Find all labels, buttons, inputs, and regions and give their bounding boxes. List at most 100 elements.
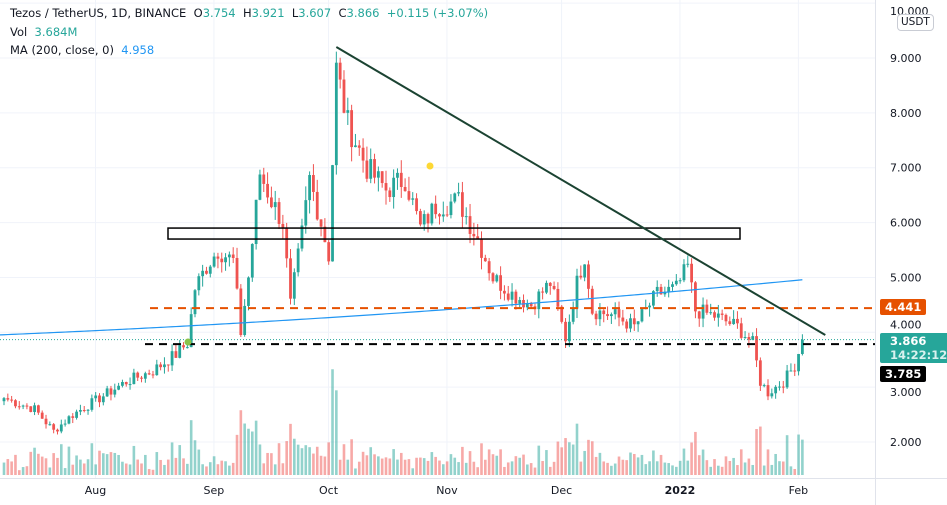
volume-bar: [529, 463, 533, 475]
volume-bar: [694, 431, 697, 475]
candle-body: [464, 216, 468, 218]
candle-body: [155, 364, 159, 376]
candle-body: [315, 191, 319, 220]
volume-bar: [751, 464, 755, 475]
volume-bar: [663, 462, 667, 475]
volume-bar: [510, 461, 514, 475]
volume-bar: [526, 464, 529, 475]
volume-bar: [518, 457, 521, 475]
volume-bar: [472, 461, 476, 475]
volume-bar: [289, 423, 292, 475]
volume-bar: [10, 461, 13, 475]
candle-body: [598, 310, 602, 320]
volume-bar: [2, 462, 6, 475]
candle-body: [182, 345, 185, 348]
volume-bar: [671, 465, 674, 475]
candle-body: [441, 214, 445, 217]
candle-body: [781, 386, 785, 388]
volume-bar: [346, 459, 350, 475]
candle-body: [422, 214, 426, 225]
candle-body: [185, 347, 189, 349]
candle-body: [445, 214, 449, 216]
candle-body: [231, 254, 235, 258]
volume-bar: [48, 467, 52, 475]
price-tick-label: 7.000: [890, 162, 922, 175]
volume-bar: [166, 459, 170, 475]
volume-bar: [797, 434, 800, 475]
candle-body: [281, 223, 285, 228]
volume-bar: [262, 463, 266, 475]
volume-bar: [629, 452, 632, 475]
candle-body: [109, 388, 113, 395]
candle-body: [709, 312, 713, 314]
volume-bar: [285, 441, 288, 475]
candle-body: [728, 321, 732, 325]
candle-body: [659, 286, 663, 295]
volume-bar: [373, 454, 376, 475]
candle-body: [606, 314, 609, 317]
candle-body: [90, 398, 94, 410]
volume-legend[interactable]: Vol 3.684M: [10, 25, 77, 39]
candle-body: [457, 192, 460, 194]
volume-bar: [522, 454, 525, 475]
candle-body: [292, 272, 296, 299]
volume-bar: [90, 443, 94, 475]
volume-bar: [163, 464, 166, 475]
volume-bar: [147, 469, 151, 475]
candle-body: [273, 202, 277, 208]
volume-bar: [357, 461, 361, 475]
candle-body: [686, 263, 690, 265]
candle-body: [724, 314, 728, 322]
date-tick-label: Nov: [436, 484, 458, 497]
candle-body: [82, 410, 86, 412]
volume-bar: [579, 461, 583, 475]
candle-body: [151, 374, 155, 376]
candle-body: [254, 199, 258, 245]
candle-body: [461, 192, 464, 217]
volume-bar: [29, 451, 33, 475]
volume-bar: [258, 444, 262, 475]
candle-body: [495, 275, 499, 282]
volume-bar: [713, 459, 716, 475]
candle-body: [224, 257, 227, 263]
candle-body: [743, 337, 747, 339]
volume-bar: [709, 466, 712, 475]
volume-bar: [220, 460, 224, 475]
volume-bar: [189, 420, 193, 475]
volume-bar: [545, 450, 548, 475]
candle-body: [376, 171, 380, 178]
volume-bar: [610, 465, 613, 475]
volume-bar: [682, 448, 686, 475]
candle-body: [613, 309, 617, 315]
candle-body: [396, 172, 399, 178]
low-label: L: [291, 6, 299, 20]
ma-legend[interactable]: MA (200, close, 0) 4.958: [10, 43, 154, 57]
candle-body: [716, 313, 720, 318]
volume-bar: [128, 464, 132, 475]
volume-bar: [186, 463, 189, 475]
candle-body: [132, 372, 136, 385]
currency-button[interactable]: USDT: [897, 14, 934, 31]
candle-body: [140, 377, 143, 379]
candle-body: [373, 159, 376, 178]
volume-bar: [789, 466, 793, 475]
candle-body: [17, 406, 21, 408]
candle-body: [449, 201, 453, 216]
price-tick-label: 5.000: [890, 271, 922, 284]
volume-bar: [6, 459, 10, 475]
volume-bar: [575, 423, 579, 475]
candle-body: [308, 175, 311, 201]
candle-body: [648, 305, 651, 308]
candle-body: [499, 275, 502, 291]
candle-body: [285, 227, 289, 259]
candle-body: [625, 321, 629, 329]
volume-bar: [323, 456, 327, 475]
volume-bar: [480, 443, 483, 475]
candle-body: [235, 257, 239, 289]
candle-body: [29, 406, 33, 412]
volume-bar: [140, 463, 143, 475]
candle-body: [548, 282, 552, 286]
candle-body: [98, 395, 101, 403]
candle-body: [361, 147, 365, 161]
